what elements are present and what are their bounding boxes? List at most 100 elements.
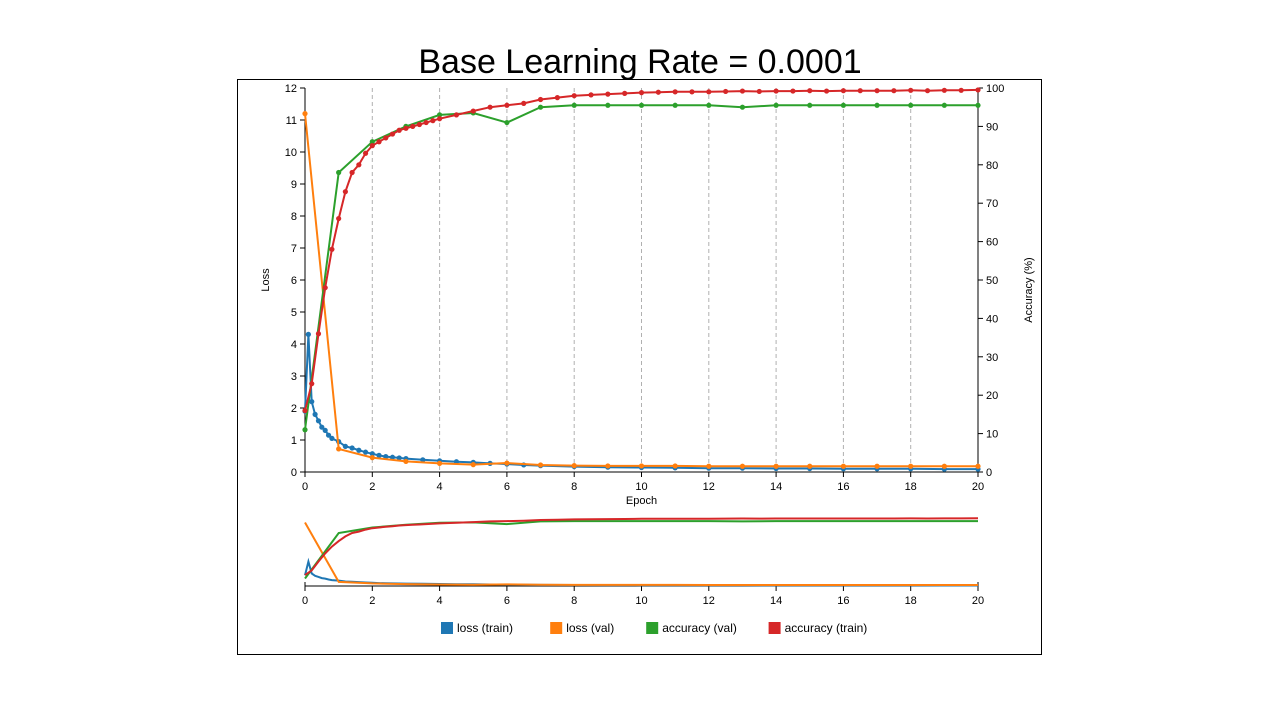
y-left-tick-label: 7 [291, 243, 297, 255]
data-point [689, 89, 695, 95]
training-chart: 0 2 4 6 8 10 12 14 16 18 2001234567891011120102030… [260, 83, 1035, 635]
legend-label: accuracy (train) [785, 621, 868, 635]
data-point [807, 102, 813, 108]
data-point [773, 88, 779, 94]
data-point [504, 102, 510, 108]
data-point [416, 121, 423, 128]
x-tick-label: 8 [571, 481, 577, 493]
y-right-tick-label: 100 [986, 83, 1004, 95]
y-right-tick-label: 0 [986, 467, 992, 479]
data-point [908, 87, 914, 93]
y-left-axis-label: Loss [260, 268, 272, 292]
data-point [349, 169, 355, 176]
data-point [315, 418, 322, 424]
legend: loss (train) loss (val) accuracy (val) accu… [441, 621, 867, 635]
data-point [605, 463, 611, 469]
overview-tick-label: 20 [972, 595, 984, 607]
data-point [874, 463, 880, 469]
data-point [383, 454, 389, 460]
y-right-tick-label: 90 [986, 121, 998, 133]
legend-swatch [550, 622, 563, 634]
chart-frame: 0 2 4 6 8 10 12 14 16 18 20 0 1 2 3 4 5 6 7 8 9 10 11 12 0 10 20 30… [237, 79, 1042, 655]
legend-label: loss (val) [566, 621, 614, 635]
data-point [605, 91, 611, 97]
overview-series-line-1 [304, 522, 978, 586]
data-point [975, 102, 981, 108]
data-point [376, 139, 382, 145]
data-point [908, 102, 914, 108]
data-point [396, 455, 402, 461]
data-point [396, 127, 402, 133]
main-plot: 0 2 4 6 8 10 12 14 16 18 2001234567891011120102030… [260, 83, 1035, 507]
data-point [325, 432, 332, 438]
y-left-tick-label: 11 [286, 115, 297, 127]
data-point [309, 381, 315, 387]
data-point [638, 90, 645, 96]
data-point [554, 95, 560, 101]
data-point [437, 460, 443, 466]
data-point [790, 88, 796, 94]
data-point [389, 454, 396, 460]
overview-tick-label: 8 [571, 595, 577, 607]
data-point [958, 87, 964, 93]
x-tick-label: 0 [302, 481, 308, 493]
x-tick-label: 6 [504, 481, 510, 493]
data-point [840, 463, 847, 469]
data-point [924, 88, 931, 94]
overview-tick-label: 14 [770, 595, 782, 607]
overview-plot[interactable]: 0 2 4 6 8 10 12 14 16 18 20 [302, 517, 984, 607]
y-left-tick-label: 2 [291, 403, 297, 415]
data-point [622, 90, 628, 96]
data-point [336, 215, 342, 222]
data-point [571, 93, 577, 99]
y-right-tick-label: 10 [986, 429, 998, 441]
data-point [706, 102, 712, 108]
overview-tick-label: 2 [369, 595, 375, 607]
data-point [403, 125, 409, 131]
x-tick-label: 10 [635, 481, 647, 493]
data-point [571, 463, 577, 469]
data-point [389, 131, 396, 137]
data-point [470, 462, 476, 468]
overview-tick-label: 12 [703, 595, 715, 607]
data-point [638, 102, 645, 108]
y-right-tick-label: 70 [986, 198, 998, 210]
legend-swatch [646, 622, 659, 634]
data-point [315, 331, 322, 337]
data-point [739, 88, 746, 94]
data-point [739, 463, 746, 469]
data-point [453, 112, 460, 118]
data-point [322, 285, 328, 291]
data-point [312, 411, 318, 417]
data-point [807, 463, 813, 469]
data-point [329, 246, 335, 252]
data-point [504, 119, 510, 126]
data-point [908, 463, 914, 469]
overview-tick-label: 10 [635, 595, 647, 607]
data-point [891, 88, 897, 94]
overview-tick-label: 18 [905, 595, 917, 607]
data-point [975, 463, 981, 469]
data-point [369, 455, 375, 461]
data-point [521, 100, 527, 106]
data-point [756, 88, 762, 95]
data-point [319, 424, 325, 430]
x-axis-label: Epoch [626, 495, 657, 507]
data-point [403, 458, 409, 465]
data-point [383, 135, 389, 141]
data-point [840, 102, 847, 108]
overview-tick-label: 16 [837, 595, 849, 607]
data-point [362, 449, 369, 455]
y-left-tick-label: 8 [291, 211, 297, 223]
data-point [305, 331, 311, 337]
x-tick-label: 14 [770, 481, 782, 493]
y-left-tick-label: 1 [291, 435, 297, 447]
x-tick-label: 20 [972, 481, 984, 493]
x-tick-label: 4 [437, 481, 443, 493]
data-point [430, 118, 436, 124]
overview-series-line-3 [304, 517, 979, 576]
data-point [840, 88, 847, 94]
data-point [739, 104, 746, 110]
x-tick-label: 2 [369, 481, 375, 493]
data-point [504, 460, 510, 466]
